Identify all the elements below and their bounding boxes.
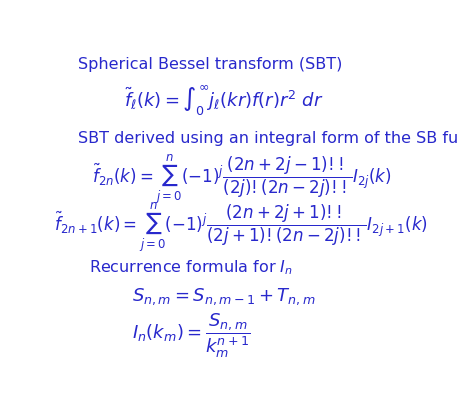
Text: $I_n(k_m) = \dfrac{S_{n,m}}{k_m^{n+1}}$: $I_n(k_m) = \dfrac{S_{n,m}}{k_m^{n+1}}$ (132, 312, 251, 360)
Text: $\tilde{f}_{\ell}(k) = \int_0^{\infty} j_{\ell}(kr)f(r)r^2 \ dr$: $\tilde{f}_{\ell}(k) = \int_0^{\infty} j… (124, 84, 324, 118)
Text: SBT derived using an integral form of the SB function: SBT derived using an integral form of th… (79, 131, 457, 146)
Text: Recurrence formula for $I_n$: Recurrence formula for $I_n$ (89, 258, 293, 277)
Text: $\tilde{f}_{2n+1}(k) = \sum_{j=0}^{n}(-1)^j\dfrac{(2n+2j+1)!!}{(2j+1)!(2n-2j)!!}: $\tilde{f}_{2n+1}(k) = \sum_{j=0}^{n}(-1… (54, 200, 428, 254)
Text: $\tilde{f}_{2n}(k) = \sum_{j=0}^{n}(-1)^j\dfrac{(2n+2j-1)!!}{(2j)!(2n-2j)!!}I_{2: $\tilde{f}_{2n}(k) = \sum_{j=0}^{n}(-1)^… (91, 153, 391, 207)
Text: $S_{n,m} = S_{n,m-1} + T_{n,m}$: $S_{n,m} = S_{n,m-1} + T_{n,m}$ (132, 286, 315, 307)
Text: Spherical Bessel transform (SBT): Spherical Bessel transform (SBT) (79, 57, 343, 72)
